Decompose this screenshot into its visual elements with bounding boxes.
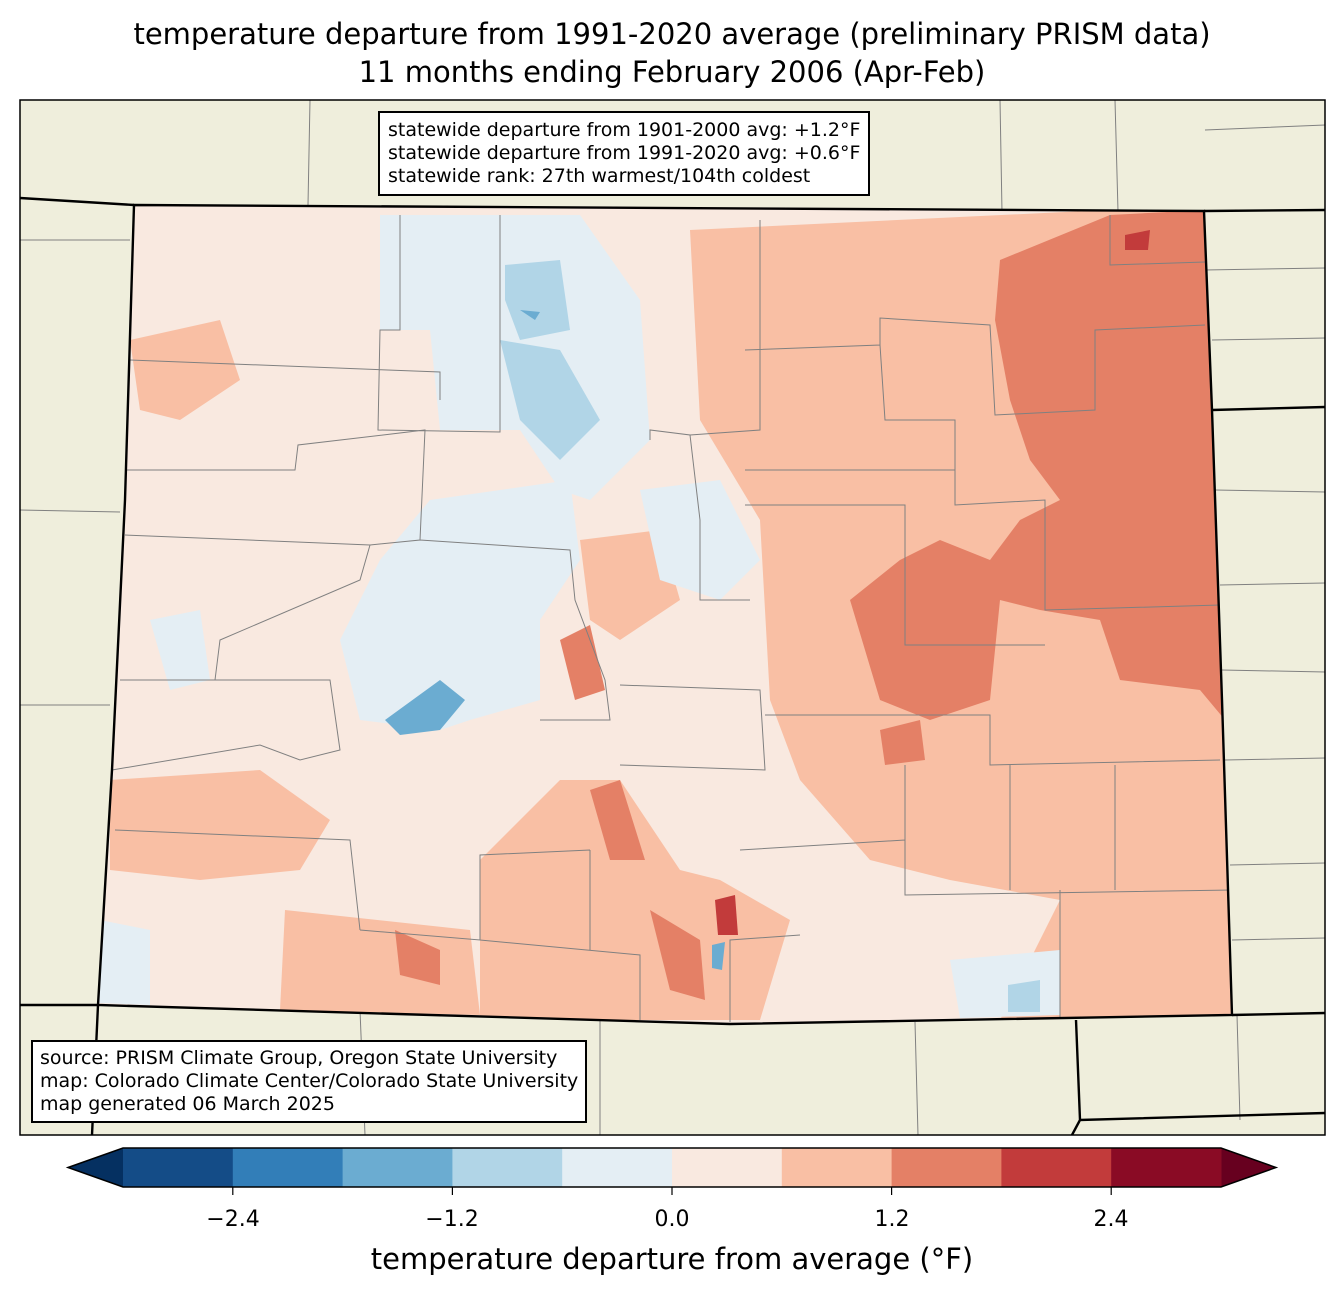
colorbar-extend-high [1221,1148,1276,1187]
generated-date-line: map generated 06 March 2025 [40,1093,335,1115]
colorbar [65,1147,1279,1195]
colorbar-bin [672,1148,783,1187]
colorbar-bin [781,1148,893,1187]
colorbar-bin [1111,1148,1222,1187]
colorbar-bin [1001,1148,1112,1187]
colorbar-outline [65,1147,1279,1188]
stats-line-rank: statewide rank: 27th warmest/104th colde… [388,165,811,187]
map-frame [19,99,1326,1136]
colorbar-bin [232,1148,344,1187]
colorado-border [96,203,1234,1026]
map-credit-line: map: Colorado Climate Center/Colorado St… [40,1070,579,1092]
source-line: source: PRISM Climate Group, Oregon Stat… [40,1047,558,1069]
colorbar-bin [562,1148,673,1187]
stats-line-1901-2000: statewide departure from 1901-2000 avg: … [388,119,861,141]
colorbar-extend-low [68,1148,123,1187]
colorbar-bin [452,1148,563,1187]
map-title-line2: 11 months ending February 2006 (Apr-Feb) [358,55,986,89]
colorbar-tick-label: 1.2 [874,1207,910,1232]
colorbar-tick-label: 2.4 [1093,1207,1129,1232]
colorbar-label: temperature departure from average (°F) [370,1242,974,1276]
neighbor-county-lines [20,100,1325,1135]
colorbar-bin [891,1148,1002,1187]
colorbar-bin [342,1148,453,1187]
stats-line-1991-2020: statewide departure from 1991-2020 avg: … [388,142,861,164]
colorbar-tick-label: −1.2 [425,1207,479,1232]
colorbar-tick-label: −2.4 [206,1207,260,1232]
source-box: source: PRISM Climate Group, Oregon Stat… [31,1040,588,1123]
statewide-stats-box: statewide departure from 1901-2000 avg: … [378,111,871,196]
colorbar-tick-label: 0.0 [654,1207,690,1232]
map-title-line1: temperature departure from 1991-2020 ave… [133,17,1211,51]
departure-field [98,205,1232,1024]
colorbar-bin [123,1148,234,1187]
